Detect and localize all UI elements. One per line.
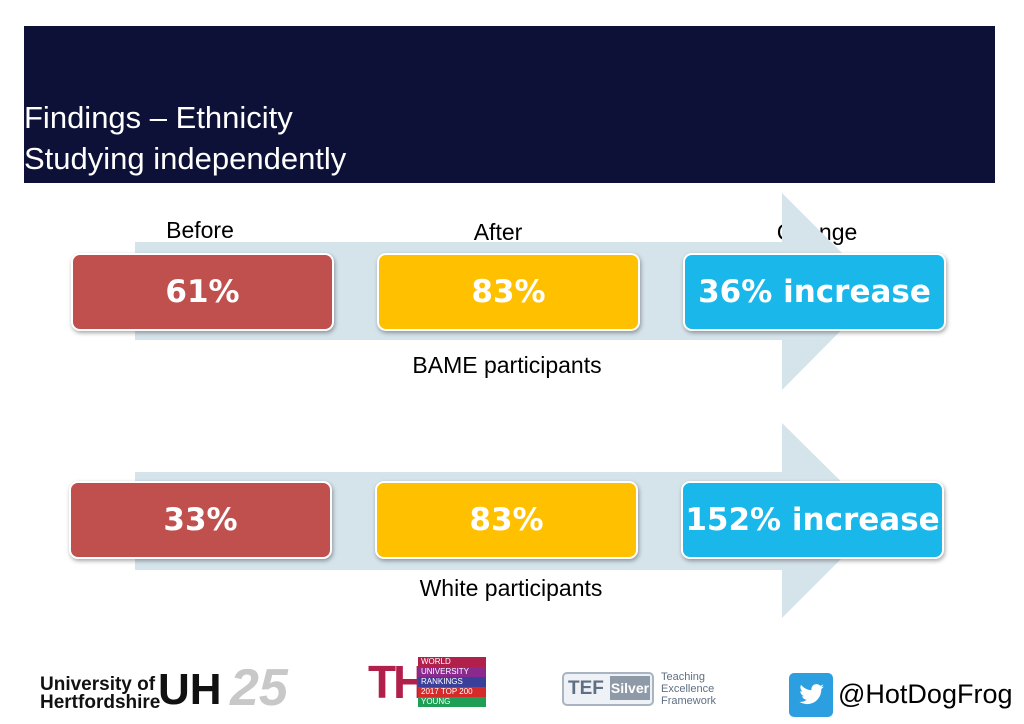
slide-subtitle: Studying independently (24, 141, 347, 176)
uh-anniversary-mark: 25 (230, 659, 288, 717)
bame-after-box: 83% (377, 253, 640, 331)
bame-change-box: 36% increase (683, 253, 946, 331)
twitter-bird-icon (789, 673, 833, 717)
university-name: University of Hertfordshire (40, 674, 161, 713)
bame-before-box: 61% (71, 253, 334, 331)
tef-level: Silver (610, 676, 650, 700)
white-change-box: 152% increase (681, 481, 944, 559)
tef-framework-text: Teaching Excellence Framework (661, 671, 717, 707)
tef-mark: TEF (568, 678, 604, 699)
the-rankings-logo: THE WORLD UNIVERSITY RANKINGS 2017 TOP 2… (368, 656, 486, 714)
white-before-box: 33% (69, 481, 332, 559)
slide-header (24, 26, 995, 183)
twitter-handle: @HotDogFrog (838, 679, 1013, 709)
bame-row-label: BAME participants (412, 352, 602, 378)
column-label-before: Before (166, 217, 234, 243)
slide-title: Findings – Ethnicity (24, 100, 293, 135)
uh-mark: UH (158, 665, 222, 714)
column-label-after: After (473, 219, 523, 245)
the-rankings-text: WORLD UNIVERSITY RANKINGS 2017 TOP 200 Y… (418, 657, 486, 713)
white-after-box: 83% (375, 481, 638, 559)
white-row-label: White participants (419, 575, 603, 601)
